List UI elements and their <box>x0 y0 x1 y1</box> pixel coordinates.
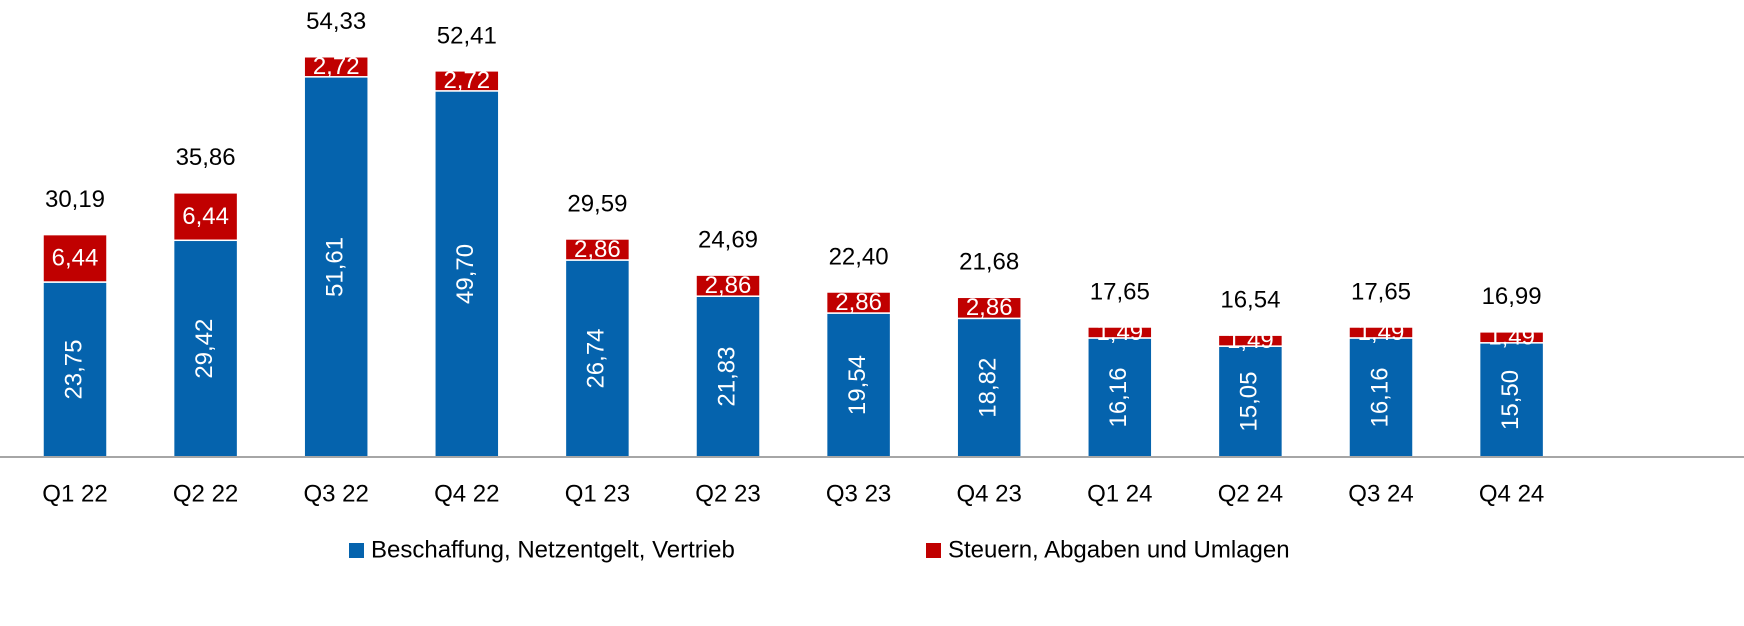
value-label: 51,61 <box>322 237 349 297</box>
bar-segment <box>564 238 631 261</box>
legend-swatch <box>926 543 941 558</box>
bar-segment <box>1348 337 1414 458</box>
value-label: 1,49 <box>1227 327 1274 354</box>
legend-label: Beschaffung, Netzentgelt, Vertrieb <box>371 536 735 563</box>
value-label: 19,54 <box>844 355 871 415</box>
x-tick-label: Q3 23 <box>826 480 891 507</box>
x-tick-label: Q2 24 <box>1218 480 1283 507</box>
value-label: 16,16 <box>1366 367 1393 427</box>
value-label: 2,86 <box>574 236 621 263</box>
x-tick-label: Q1 24 <box>1087 480 1152 507</box>
bar-segment <box>303 56 369 78</box>
legend-label: Steuern, Abgaben und Umlagen <box>948 536 1290 563</box>
total-label: 21,68 <box>959 249 1019 276</box>
total-label: 22,40 <box>829 243 889 270</box>
x-tick-label: Q1 23 <box>565 480 630 507</box>
value-label: 1,49 <box>1358 319 1405 346</box>
legend-swatch <box>349 543 364 558</box>
value-label: 6,44 <box>52 245 99 272</box>
bar-segment <box>564 259 631 458</box>
value-label: 1,49 <box>1488 324 1535 351</box>
value-label: 6,44 <box>182 203 229 230</box>
total-label: 35,86 <box>176 144 236 171</box>
value-label: 1,49 <box>1096 319 1143 346</box>
bar-segment <box>825 291 892 314</box>
x-tick-label: Q3 22 <box>304 480 369 507</box>
value-label: 26,74 <box>583 328 610 388</box>
value-label: 23,75 <box>60 339 87 399</box>
total-label: 29,59 <box>567 190 627 217</box>
value-label: 2,86 <box>705 272 752 299</box>
value-label: 2,72 <box>313 53 360 80</box>
bar-segment <box>956 317 1022 458</box>
total-label: 17,65 <box>1351 278 1411 305</box>
bar-segment <box>1217 334 1284 347</box>
value-label: 15,05 <box>1236 372 1263 432</box>
value-label: 18,82 <box>975 358 1002 418</box>
total-label: 16,54 <box>1220 286 1280 313</box>
total-label: 52,41 <box>437 22 497 49</box>
bar-segment <box>172 192 239 242</box>
x-tick-label: Q3 24 <box>1348 480 1413 507</box>
bar-segment <box>1087 326 1153 339</box>
x-tick-label: Q1 22 <box>42 480 107 507</box>
bar-segment <box>1087 337 1153 458</box>
value-label: 2,86 <box>835 289 882 316</box>
bar-segment <box>42 233 108 283</box>
x-tick-label: Q4 24 <box>1479 480 1544 507</box>
total-label: 17,65 <box>1090 278 1150 305</box>
bar-segment <box>42 281 108 458</box>
bar-segment <box>434 70 500 92</box>
value-label: 16,16 <box>1105 367 1132 427</box>
value-label: 15,50 <box>1497 370 1524 430</box>
bar-segment <box>695 295 761 458</box>
value-label: 21,83 <box>713 347 740 407</box>
total-label: 24,69 <box>698 226 758 253</box>
value-label: 29,42 <box>191 319 218 379</box>
value-label: 49,70 <box>452 244 479 304</box>
bar-segment <box>1348 326 1414 339</box>
total-label: 16,99 <box>1482 283 1542 310</box>
bar-segment <box>956 296 1022 320</box>
value-label: 2,72 <box>443 67 490 94</box>
x-tick-label: Q4 22 <box>434 480 499 507</box>
x-tick-label: Q2 23 <box>695 480 760 507</box>
total-label: 54,33 <box>306 8 366 35</box>
bar-segment <box>695 274 761 297</box>
x-tick-label: Q4 23 <box>957 480 1022 507</box>
value-label: 2,86 <box>966 294 1013 321</box>
bar-segment <box>303 76 369 458</box>
bar-segment <box>1478 331 1545 344</box>
total-label: 30,19 <box>45 186 105 213</box>
x-tick-label: Q2 22 <box>173 480 238 507</box>
